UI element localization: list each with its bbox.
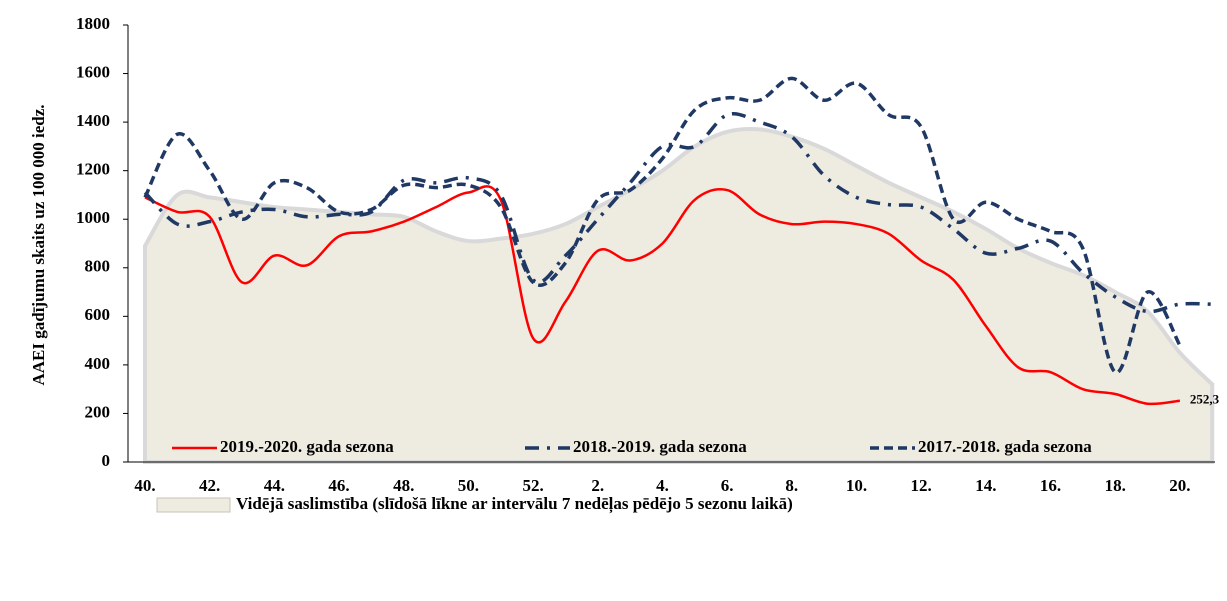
x-tick-label: 12. (911, 476, 932, 495)
legend-swatch (156, 497, 231, 513)
y-tick-label: 200 (85, 402, 111, 421)
x-tick-label: 42. (199, 476, 220, 495)
x-tick-label: 8. (785, 476, 798, 495)
legend-label: 2019.-2020. gada sezona (220, 437, 394, 456)
x-tick-label: 18. (1105, 476, 1126, 495)
x-tick-label: 6. (721, 476, 734, 495)
y-axis-title: AAEI gadījumu skaits uz 100 000 iedz. (29, 104, 48, 385)
x-tick-label: 2. (591, 476, 604, 495)
x-tick-label: 48. (393, 476, 414, 495)
y-tick-label: 1000 (76, 208, 110, 227)
x-tick-label: 16. (1040, 476, 1061, 495)
line (143, 76, 1182, 374)
y-tick-label: 1400 (76, 111, 110, 130)
legend-label: 2017.-2018. gada sezona (918, 437, 1092, 456)
x-tick-label: 44. (264, 476, 285, 495)
y-tick-label: 600 (85, 305, 111, 324)
x-tick-label: 52. (522, 476, 543, 495)
x-tick-label: 40. (134, 476, 155, 495)
y-tick-label: 1600 (76, 62, 110, 81)
y-tick-label: 0 (102, 451, 111, 470)
x-tick-label: 50. (458, 476, 479, 495)
x-tick-label: 14. (975, 476, 996, 495)
y-tick-label: 1800 (76, 14, 110, 33)
x-tick-label: 46. (328, 476, 349, 495)
y-tick-label: 1200 (76, 160, 110, 179)
y-tick-label: 400 (85, 354, 111, 373)
x-tick-label: 4. (656, 476, 669, 495)
line (144, 185, 1181, 406)
area (143, 127, 1215, 464)
legend-label: 2018.-2019. gada sezona (573, 437, 747, 456)
x-tick-label: 10. (846, 476, 867, 495)
data-label: 252,3 (1190, 392, 1220, 407)
legend-label: Vidējā saslimstība (slīdošā līkne ar int… (236, 494, 793, 514)
y-tick-label: 800 (85, 257, 111, 276)
x-tick-label: 20. (1169, 476, 1190, 495)
